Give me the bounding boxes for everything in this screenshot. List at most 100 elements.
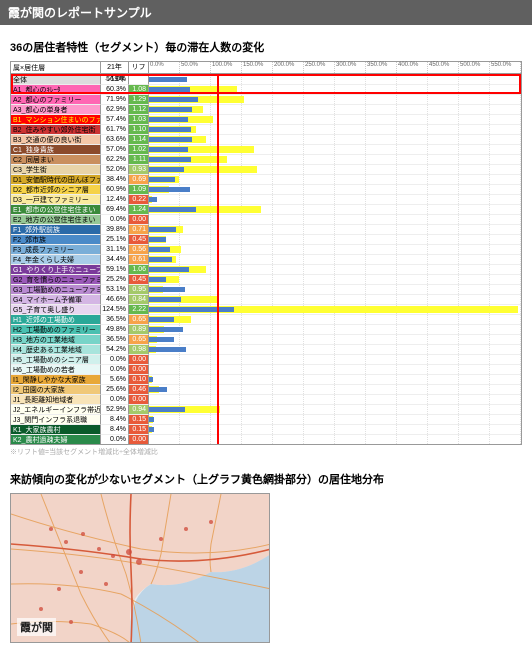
segment-bars [149,104,521,114]
segment-row: K1_大家族農村8.4%0.15 [11,424,521,434]
segment-pct: 57.0% [101,144,129,154]
segment-pct: 46.6% [101,294,129,304]
segment-pct: 25.2% [101,274,129,284]
segment-lift: 0.56 [129,244,149,254]
segment-pct: 25.6% [101,384,129,394]
bar-foreground [149,267,189,272]
axis-tick: 400.0% [397,62,428,73]
segment-lift: 0.46 [129,384,149,394]
segment-lift: 0.00 [129,364,149,374]
segment-bars [149,194,521,204]
segment-row: A1_都心のｷﾚｰﾀ60.3%1.08 [11,84,521,94]
header-label: 属×居住層 [11,62,101,73]
segment-bars [149,284,521,294]
map-label: 霞が関 [17,618,56,636]
chart-footnote: ※リフト値=当該セグメント増減比÷全体増減比 [10,447,522,457]
header-axis: 0.0%50.0%100.0%150.0%200.0%250.0%300.0%3… [149,62,521,73]
segment-row: J3_関門インフラ系退職8.4%0.15 [11,414,521,424]
chart-header: 属×居住層 21年→19年 リフト値 0.0%50.0%100.0%150.0%… [11,62,521,74]
segment-lift: 0.00 [129,434,149,444]
page-title: 霞が関のレポートサンプル [8,6,152,20]
segment-label: B3_交通の便の良い街 [11,134,101,144]
segment-row: D1_安価駅時代の田んぼファミリー38.4%0.69 [11,174,521,184]
segment-label: G2_育を慣らのニューファミリー [11,274,101,284]
bar-foreground [149,277,166,282]
segment-row: G2_育を慣らのニューファミリー25.2%0.45 [11,274,521,284]
segment-label: F2_郊市族 [11,234,101,244]
segment-pct: 62.9% [101,104,129,114]
segment-label: D1_安価駅時代の田んぼファミリー [11,174,101,184]
bar-foreground [149,427,154,432]
segment-lift: 0.00 [129,214,149,224]
segment-label: H1_近郊の工場勤め [11,314,101,324]
segment-row: G1_やりくり上手なニューファミリー59.1%1.06 [11,264,521,274]
segment-row: G5_子育て奥し盛り124.5%2.22 [11,304,521,314]
segment-label: D2_都市近郊のシニア層 [11,184,101,194]
bar-foreground [149,127,191,132]
bar-foreground [149,107,192,112]
segment-row: H2_工場勤めのファミリー49.8%0.89 [11,324,521,334]
segment-pct: 52.9% [101,404,129,414]
segment-row: C2_同居まい62.2%1.11 [11,154,521,164]
bar-foreground [149,147,188,152]
segment-bars [149,254,521,264]
segment-row: B3_交通の便の良い街63.6%1.14 [11,134,521,144]
segment-pct: 0.0% [101,214,129,224]
segment-row: J1_長距離知地域者0.0%0.00 [11,394,521,404]
segment-label: E1_都市の公営住宅住まい [11,204,101,214]
segment-pct: 52.0% [101,164,129,174]
axis-tick: 550.0% [490,62,521,73]
segment-pct: 69.4% [101,204,129,214]
segment-label: J2_エネルギーインフラ帯近隣者 [11,404,101,414]
axis-tick: 350.0% [366,62,397,73]
segment-lift: 2.22 [129,304,149,314]
segment-pct: 60.9% [101,184,129,194]
segment-label: K1_大家族農村 [11,424,101,434]
segment-bars [149,154,521,164]
segment-lift: 1.24 [129,204,149,214]
segment-label: A1_都心のｷﾚｰﾀ [11,84,101,94]
segment-bars [149,244,521,254]
segment-pct: 12.4% [101,194,129,204]
segment-pct: 25.1% [101,234,129,244]
segment-lift: 0.65 [129,334,149,344]
segment-lift: 0.45 [129,234,149,244]
segment-lift: 0.15 [129,414,149,424]
segment-row: E1_都市の公営住宅住まい69.4%1.24 [11,204,521,214]
segment-lift: 0.69 [129,174,149,184]
axis-tick: 250.0% [304,62,335,73]
segment-lift: 0.84 [129,294,149,304]
chart-rows: 全体56.0%A1_都心のｷﾚｰﾀ60.3%1.08A2_都心のファミリー71.… [11,74,521,444]
segment-lift: 0.22 [129,194,149,204]
segment-bars [149,144,521,154]
segment-label: A2_都心のファミリー [11,94,101,104]
bar-foreground [149,197,157,202]
segment-label: J3_関門インフラ系退職 [11,414,101,424]
segment-row: G4_マイホーム予備軍46.6%0.84 [11,294,521,304]
bar-foreground [149,97,198,102]
segment-lift: 0.10 [129,374,149,384]
segment-row: C1_独身貴族57.0%1.02 [11,144,521,154]
segment-label: F1_郊外駅前族 [11,224,101,234]
segment-bars [149,314,521,324]
axis-tick: 200.0% [273,62,304,73]
axis-tick: 100.0% [211,62,242,73]
segment-bars [149,124,521,134]
axis-tick: 150.0% [242,62,273,73]
segment-bars [149,84,521,94]
segment-label: C3_学生街 [11,164,101,174]
segment-label: D3_一戸建てファミリー [11,194,101,204]
segment-label: H6_工場勤めの若者 [11,364,101,374]
segment-pct: 56.0% [101,74,129,84]
segment-label: G4_マイホーム予備軍 [11,294,101,304]
segment-bars [149,274,521,284]
segment-row: A3_都心の単身者62.9%1.12 [11,104,521,114]
bar-foreground [149,317,174,322]
segment-lift: 0.00 [129,394,149,404]
segment-lift: 1.09 [129,184,149,194]
segment-lift: 1.06 [129,264,149,274]
segment-bars [149,304,521,314]
title-bar: 霞が関のレポートサンプル [0,0,532,25]
segment-lift: 1.14 [129,134,149,144]
segment-pct: 0.0% [101,394,129,404]
